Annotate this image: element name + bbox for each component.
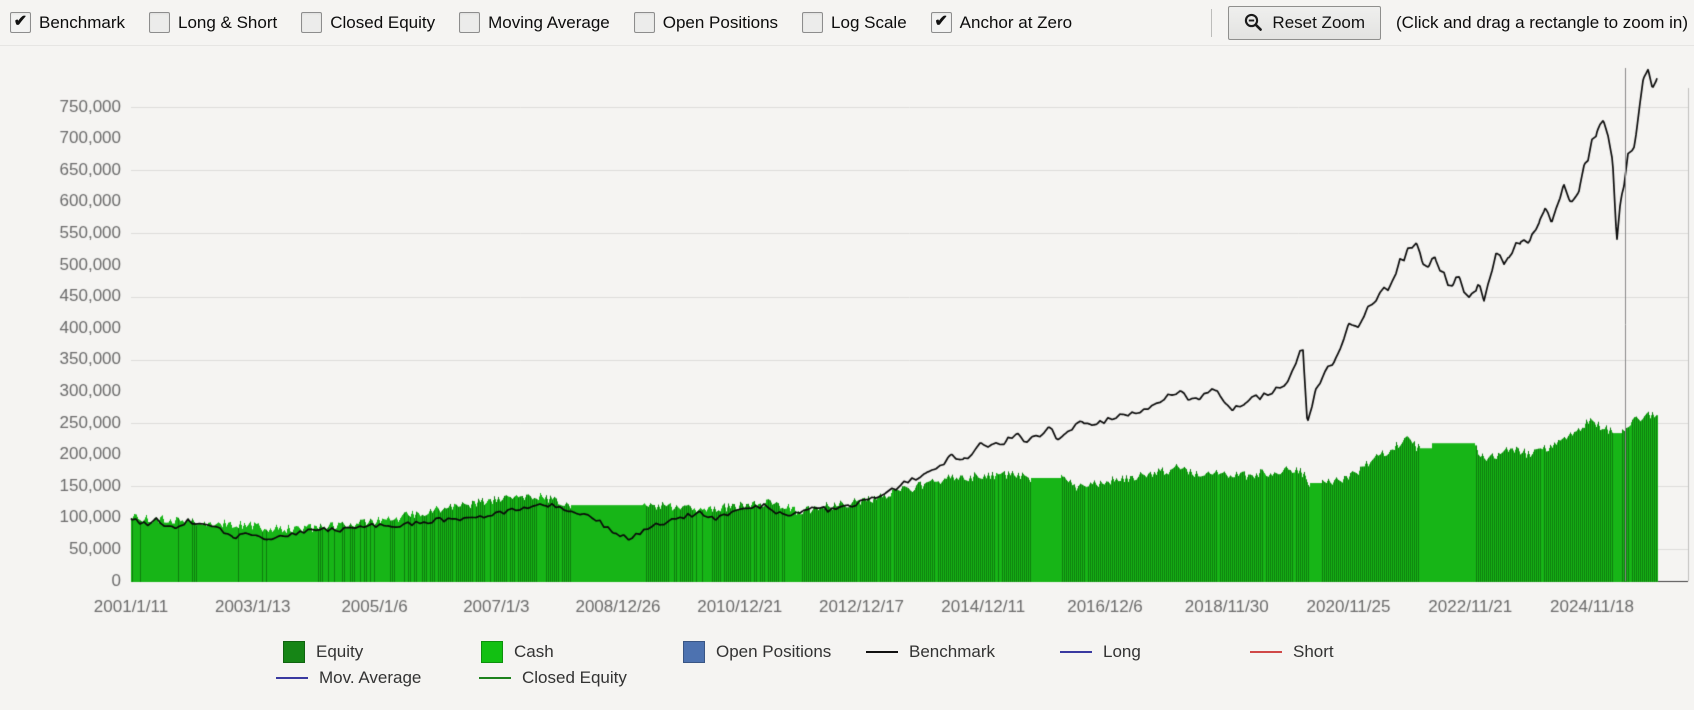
moving-average-checkbox-label: Moving Average — [488, 12, 610, 32]
check-icon: ✔ — [934, 13, 948, 30]
equity-swatch — [283, 641, 305, 663]
zoom-out-icon — [1245, 13, 1263, 31]
toolbar-divider — [1211, 8, 1213, 37]
cash-swatch — [481, 641, 503, 663]
moving-average-checkbox-box[interactable]: ✔ — [459, 12, 481, 33]
open-positions-swatch — [683, 641, 705, 663]
legend-label-equity: Equity — [316, 642, 364, 661]
checkbox-moving-average[interactable]: ✔ Moving Average — [459, 12, 610, 33]
legend-label-benchmark: Benchmark — [909, 642, 995, 661]
legend-label-mov-average: Mov. Average — [319, 668, 422, 687]
legend-item-cash: Cash — [481, 640, 554, 664]
check-icon: ✔ — [13, 13, 28, 30]
legend-item-short: Short — [1250, 640, 1334, 664]
legend-label-closed-equity: Closed Equity — [522, 668, 627, 687]
closed-equity-checkbox-label: Closed Equity — [330, 12, 436, 32]
legend-label-cash: Cash — [514, 642, 554, 661]
long-line-swatch — [1060, 651, 1092, 653]
benchmark-line-swatch — [866, 651, 898, 653]
checkbox-open-positions[interactable]: ✔ Open Positions — [633, 12, 779, 33]
checkbox-log-scale[interactable]: ✔ Log Scale — [802, 12, 907, 33]
legend-item-long: Long — [1060, 640, 1141, 664]
closed-equity-line-swatch — [479, 677, 511, 679]
chart-toolbar: ✔ Benchmark ✔ Long & Short ✔ Closed Equi… — [0, 0, 1694, 46]
legend-item-equity: Equity — [283, 640, 363, 664]
equity-chart-canvas[interactable] — [0, 46, 1694, 632]
log-scale-checkbox-label: Log Scale — [831, 12, 907, 32]
short-line-swatch — [1250, 651, 1282, 653]
benchmark-checkbox-label: Benchmark — [39, 12, 125, 32]
mov-average-line-swatch — [276, 677, 308, 679]
long-short-checkbox-label: Long & Short — [177, 12, 278, 32]
long-short-checkbox-box[interactable]: ✔ — [148, 12, 170, 33]
legend-label-short: Short — [1293, 642, 1334, 661]
closed-equity-checkbox-box[interactable]: ✔ — [301, 12, 323, 33]
benchmark-checkbox-box[interactable]: ✔ — [10, 12, 31, 33]
zoom-hint-text: (Click and drag a rectangle to zoom in) — [1396, 12, 1688, 32]
legend-item-mov-average: Mov. Average — [276, 666, 421, 690]
checkbox-benchmark[interactable]: ✔ Benchmark — [10, 12, 125, 33]
reset-zoom-button[interactable]: Reset Zoom — [1228, 5, 1382, 40]
open-positions-checkbox-label: Open Positions — [662, 12, 779, 32]
open-positions-checkbox-box[interactable]: ✔ — [633, 12, 655, 33]
log-scale-checkbox-box[interactable]: ✔ — [802, 12, 824, 33]
anchor-at-zero-checkbox-box[interactable]: ✔ — [930, 12, 952, 33]
checkbox-closed-equity[interactable]: ✔ Closed Equity — [301, 12, 435, 33]
legend-item-open-positions: Open Positions — [683, 640, 831, 664]
chart-legend: Equity Cash Open Positions Benchmark Lon… — [0, 638, 1694, 698]
legend-label-open-positions: Open Positions — [716, 642, 832, 661]
legend-item-benchmark: Benchmark — [866, 640, 995, 664]
checkbox-long-short[interactable]: ✔ Long & Short — [148, 12, 278, 33]
legend-label-long: Long — [1103, 642, 1141, 661]
legend-item-closed-equity: Closed Equity — [479, 666, 627, 690]
checkbox-anchor-at-zero[interactable]: ✔ Anchor at Zero — [930, 12, 1073, 33]
anchor-at-zero-checkbox-label: Anchor at Zero — [959, 12, 1073, 32]
reset-zoom-label: Reset Zoom — [1272, 12, 1366, 32]
